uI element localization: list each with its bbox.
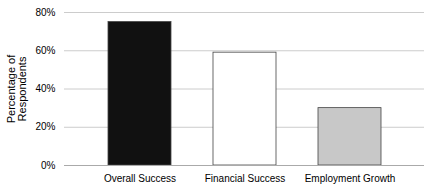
svg-text:Percentage ofRespondents: Percentage ofRespondents (5, 54, 28, 123)
svg-text:Financial Success: Financial Success (205, 173, 286, 184)
svg-text:0%: 0% (41, 160, 56, 171)
svg-text:Overall Success: Overall Success (104, 173, 176, 184)
svg-text:60%: 60% (35, 45, 55, 56)
svg-text:40%: 40% (35, 83, 55, 94)
svg-text:20%: 20% (35, 121, 55, 132)
svg-text:Employment Growth: Employment Growth (305, 173, 396, 184)
svg-text:80%: 80% (35, 7, 55, 18)
